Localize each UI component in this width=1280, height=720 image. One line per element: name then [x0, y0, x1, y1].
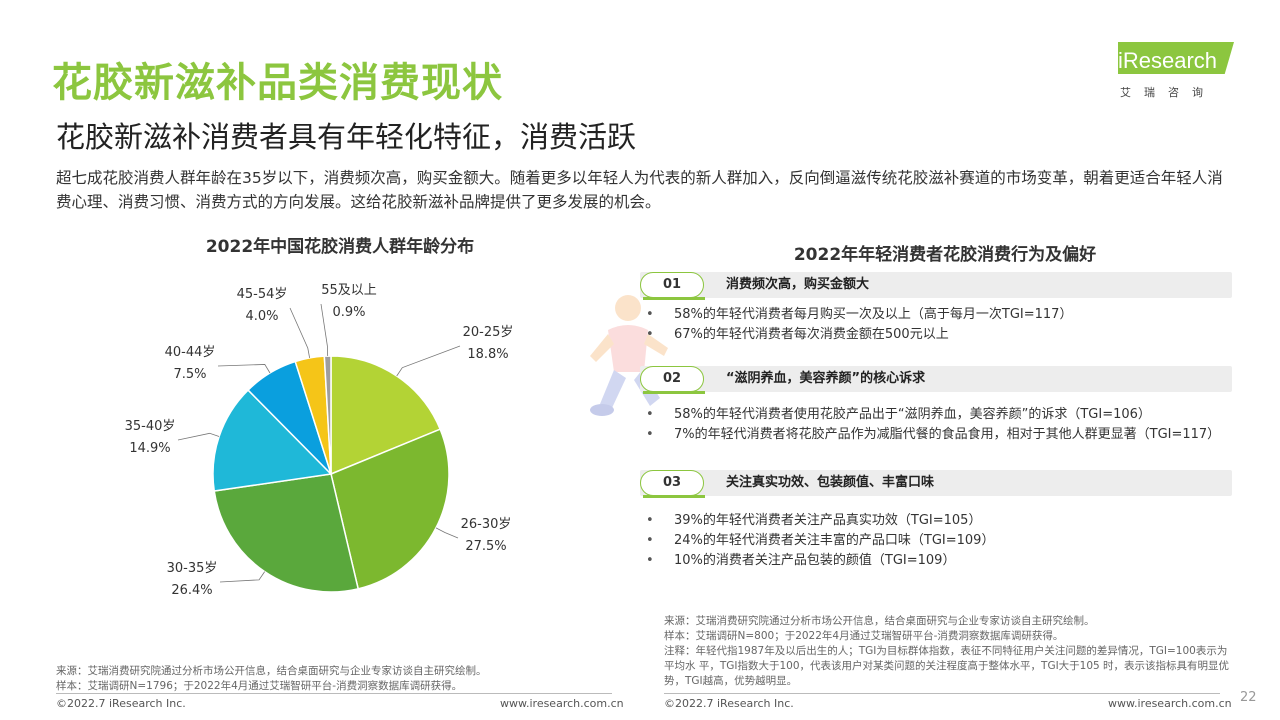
slice-label: 26-30岁	[461, 517, 512, 532]
section-label: 消费频次高，购买金额大	[726, 277, 870, 292]
section-header: 03 关注真实功效、包装颜值、丰富口味	[640, 470, 1232, 498]
source-note-right: 来源：艾瑞消费研究院通过分析市场公开信息，结合桌面研究与企业专家访谈自主研究绘制…	[664, 614, 1230, 689]
url-left[interactable]: www.iresearch.com.cn	[500, 697, 624, 710]
slice-value: 0.9%	[332, 305, 365, 320]
leader-line	[289, 307, 311, 359]
intro-paragraph: 超七成花胶消费人群年龄在35岁以下，消费频次高，购买金额大。随着更多以年轻人为代…	[56, 169, 1223, 211]
slice-value: 27.5%	[465, 539, 506, 554]
section-header: 02 “滋阴养血，美容养颜”的核心诉求	[640, 366, 1232, 394]
footer-divider-left	[56, 693, 612, 694]
leader-line	[217, 364, 271, 374]
pie-slice	[212, 388, 333, 492]
pie-slice	[330, 355, 442, 476]
behavior-title: 2022年年轻消费者花胶消费行为及偏好	[793, 245, 1097, 265]
list-item: 24%的年轻代消费者关注丰富的产品口味（TGI=109）	[640, 531, 1232, 551]
source-line: 来源：艾瑞消费研究院通过分析市场公开信息，结合桌面研究与企业专家访谈自主研究绘制…	[664, 615, 1095, 627]
slice-label: 20-25岁	[463, 325, 514, 340]
logo-badge	[1118, 42, 1234, 74]
note-line: 注释：年轻代指1987年及以后出生的人；TGI为目标群体指数，表征不同特征用户关…	[664, 645, 1230, 687]
list-item: 10%的消费者关注产品包装的颜值（TGI=109）	[640, 551, 1232, 571]
list-item: 67%的年轻代消费者每次消费金额在500元以上	[640, 325, 1232, 345]
section-header: 01 消费频次高，购买金额大	[640, 272, 1232, 300]
source-line: 来源：艾瑞消费研究院通过分析市场公开信息，结合桌面研究与企业专家访谈自主研究绘制…	[56, 665, 487, 677]
slice-value: 14.9%	[129, 441, 170, 456]
list-item: 7%的年轻代消费者将花胶产品作为减脂代餐的食品食用，相对于其他人群更显著（TGI…	[640, 425, 1232, 445]
sample-line: 样本：艾瑞调研N=800；于2022年4月通过艾瑞智研平台-消费洞察数据库调研获…	[664, 630, 1064, 642]
section-number: 03	[640, 470, 705, 498]
runner-illustration	[590, 295, 668, 416]
slice-value: 7.5%	[173, 367, 206, 382]
section-label: “滋阴养血，美容养颜”的核心诉求	[726, 371, 926, 386]
sample-line: 样本：艾瑞调研N=1796；于2022年4月通过艾瑞智研平台-消费洞察数据库调研…	[56, 680, 463, 692]
chart-title: 2022年中国花胶消费人群年龄分布	[205, 237, 475, 257]
section-number: 01	[640, 272, 705, 300]
leader-line	[177, 432, 220, 441]
url-right[interactable]: www.iresearch.com.cn	[1108, 697, 1232, 710]
section-list: 58%的年轻代消费者每月购买一次及以上（高于每月一次TGI=117） 67%的年…	[640, 305, 1232, 345]
list-item: 39%的年轻代消费者关注产品真实功效（TGI=105）	[640, 511, 1232, 531]
leader-line	[435, 527, 459, 539]
slice-value: 4.0%	[245, 309, 278, 324]
section-list: 39%的年轻代消费者关注产品真实功效（TGI=105） 24%的年轻代消费者关注…	[640, 511, 1232, 571]
slice-value: 26.4%	[171, 583, 212, 598]
slice-label: 40-44岁	[165, 345, 216, 360]
slice-value: 18.8%	[467, 347, 508, 362]
slice-label: 55及以上	[321, 283, 377, 298]
leader-line	[219, 571, 266, 583]
leader-line	[320, 303, 329, 357]
behavior-section-2: 02 “滋阴养血，美容养颜”的核心诉求 58%的年轻代消费者使用花胶产品出于“滋…	[640, 366, 1232, 445]
page-number: 22	[1240, 690, 1257, 705]
copyright-left: ©2022.7 iResearch Inc.	[56, 697, 186, 710]
slice-label: 30-35岁	[167, 561, 218, 576]
behavior-section-3: 03 关注真实功效、包装颜值、丰富口味 39%的年轻代消费者关注产品真实功效（T…	[640, 470, 1232, 571]
logo-text: iResearch	[1118, 48, 1218, 73]
slice-label: 35-40岁	[125, 419, 176, 434]
page-title: 花胶新滋补品类消费现状	[52, 60, 503, 106]
logo-chinese-name: 艾瑞咨询	[1120, 86, 1216, 99]
leader-line	[396, 345, 461, 377]
footer-divider-right	[664, 693, 1220, 694]
section-label: 关注真实功效、包装颜值、丰富口味	[726, 475, 935, 490]
slice-label: 45-54岁	[237, 287, 288, 302]
behavior-section-1: 01 消费频次高，购买金额大 58%的年轻代消费者每月购买一次及以上（高于每月一…	[640, 272, 1232, 345]
copyright-right: ©2022.7 iResearch Inc.	[664, 697, 794, 710]
section-number: 02	[640, 366, 705, 394]
list-item: 58%的年轻代消费者每月购买一次及以上（高于每月一次TGI=117）	[640, 305, 1232, 325]
pie-slice	[330, 428, 450, 590]
iresearch-logo: iResearch 艾瑞咨询	[1112, 42, 1234, 102]
age-pie-chart: 20-25岁 18.8% 26-30岁 27.5% 30-35岁 26.4% 35-40岁 1…	[125, 283, 514, 598]
page-subtitle: 花胶新滋补消费者具有年轻化特征，消费活跃	[56, 120, 637, 154]
source-note-left: 来源：艾瑞消费研究院通过分析市场公开信息，结合桌面研究与企业专家访谈自主研究绘制…	[56, 664, 616, 694]
section-list: 58%的年轻代消费者使用花胶产品出于“滋阴养血，美容养颜”的诉求（TGI=106…	[640, 405, 1232, 445]
list-item: 58%的年轻代消费者使用花胶产品出于“滋阴养血，美容养颜”的诉求（TGI=106…	[640, 405, 1232, 425]
